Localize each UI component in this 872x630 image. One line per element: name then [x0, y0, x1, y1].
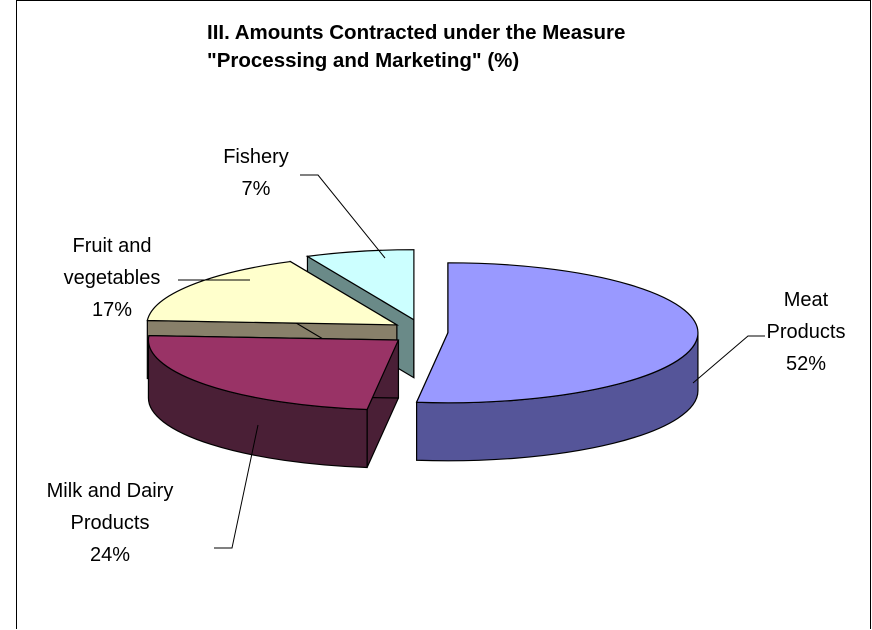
data-label-fruit: Fruit and vegetables 17%: [64, 235, 161, 321]
data-label-fish: Fishery 7%: [223, 146, 289, 200]
pie-slice-meat: [415, 262, 699, 462]
slice-name: Meat: [784, 289, 829, 311]
slice-percent: 7%: [242, 178, 271, 200]
slice-top: [147, 335, 400, 411]
slice-name: vegetables: [64, 267, 161, 289]
slice-percent: 24%: [90, 544, 130, 566]
slice-percent: 17%: [92, 299, 132, 321]
slice-name: Products: [71, 512, 150, 534]
chart-title: III. Amounts Contracted under the Measur…: [207, 21, 626, 44]
pie-slice-milk: [147, 335, 400, 469]
slice-top: [415, 262, 699, 404]
leader-line-fish: [300, 174, 386, 259]
leader-line-meat: [692, 335, 765, 384]
slice-top: [305, 249, 415, 321]
data-label-milk: Milk and Dairy Products 24%: [47, 480, 174, 566]
slice-top: [146, 260, 400, 326]
slice-percent: 52%: [786, 353, 826, 375]
chart-subtitle: "Processing and Marketing" (%): [207, 49, 520, 72]
data-label-meat: Meat Products 52%: [767, 289, 846, 375]
slice-name: Products: [767, 321, 846, 343]
slice-name: Milk and Dairy: [47, 480, 174, 502]
slice-name: Fishery: [223, 146, 289, 168]
chart-title-block: III. Amounts Contracted under the Measur…: [207, 19, 827, 75]
slice-name: Fruit and: [73, 235, 152, 257]
leader-line-milk: [214, 424, 259, 549]
